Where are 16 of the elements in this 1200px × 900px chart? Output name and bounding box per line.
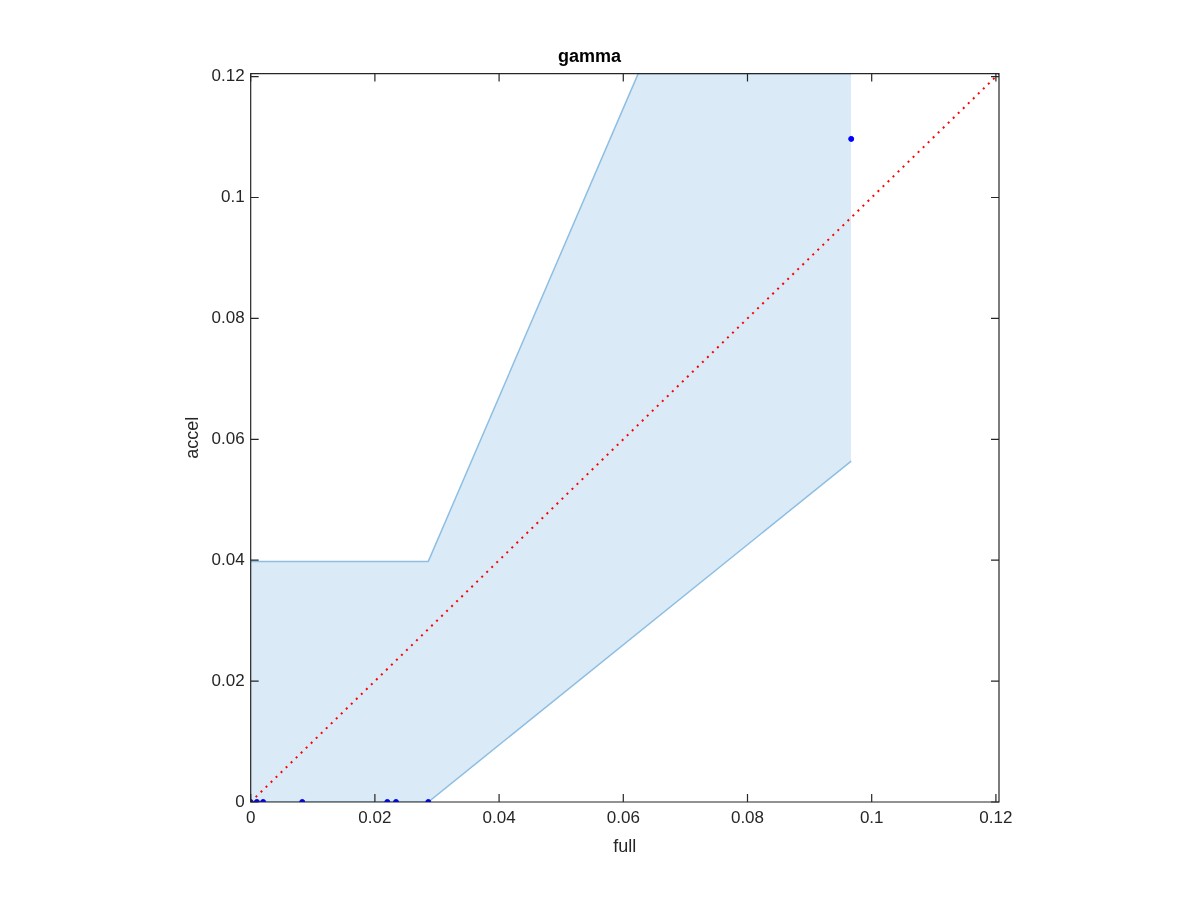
y-tick-label: 0.08 [211, 308, 245, 328]
x-tick-label: 0.06 [606, 807, 640, 827]
y-tick-label: 0.1 [221, 187, 245, 207]
chart-title: gamma [557, 45, 622, 66]
y-tick-label: 0.02 [211, 670, 245, 690]
x-tick-label: 0.08 [730, 807, 765, 827]
y-tick-label: 0.04 [211, 549, 245, 569]
x-tick-label: 0.04 [482, 807, 516, 827]
x-axis-title: full [613, 836, 637, 857]
x-tick-label: 0.12 [979, 807, 1013, 827]
y-tick-label: 0.06 [211, 429, 245, 448]
y-axis-title: accel [181, 416, 202, 459]
y-tick-label: 0.12 [211, 66, 245, 86]
x-tick-label: 0.1 [859, 807, 884, 827]
x-tick-label: 0.02 [358, 807, 392, 827]
y-tick-label: 0 [235, 791, 245, 811]
